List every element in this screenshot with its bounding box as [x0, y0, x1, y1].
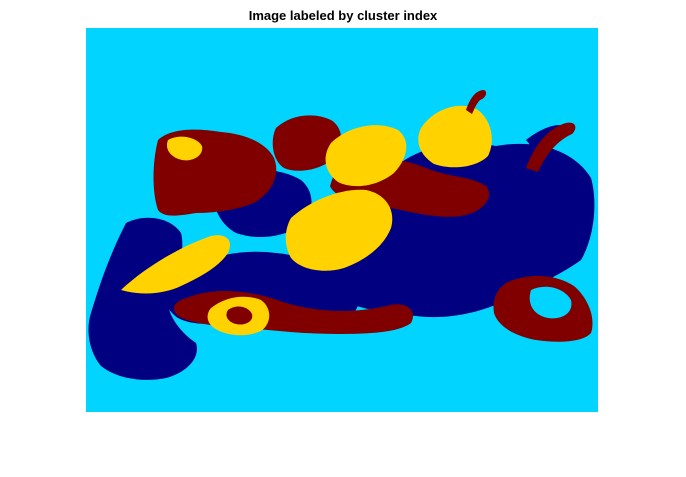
cluster-label-image [86, 28, 598, 412]
figure-title: Image labeled by cluster index [248, 8, 438, 23]
cluster-region-cyan-highlight [529, 286, 572, 319]
cluster-region-maroon-stem [526, 122, 576, 172]
cluster-region-yellow-stem [466, 90, 487, 114]
cluster-region-maroon-speckle [226, 306, 253, 325]
cluster-region-maroon-top-center [272, 115, 342, 171]
cluster-region-yellow-top-right [418, 105, 492, 168]
cluster-region-yellow-speckle [166, 136, 203, 161]
cluster-region-yellow-left [121, 235, 231, 294]
cluster-region-yellow-top-center [325, 125, 407, 187]
cluster-label-svg [86, 28, 598, 412]
cluster-region-yellow-middle [285, 189, 393, 271]
